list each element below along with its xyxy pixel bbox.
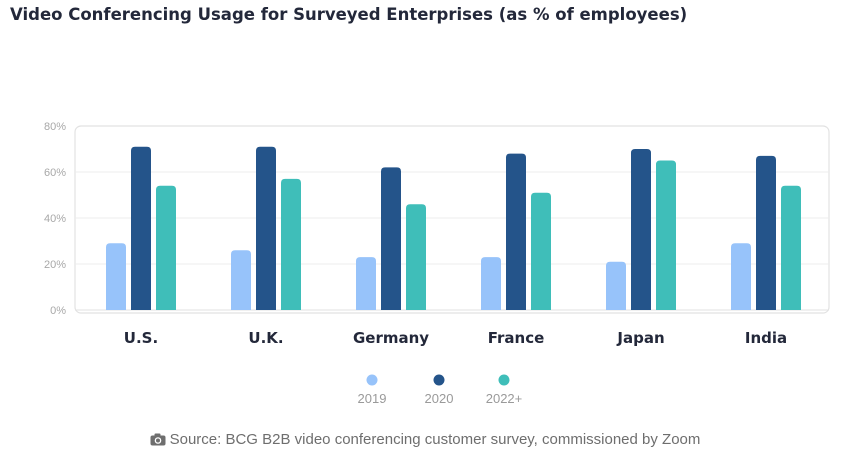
y-tick-label: 40% xyxy=(44,213,66,225)
legend-swatch xyxy=(366,374,378,386)
legend-label: 2020 xyxy=(425,391,454,406)
camera-icon xyxy=(150,433,166,446)
y-axis-ticks: 0% 20% 40% 60% 80% xyxy=(44,121,66,317)
source-text: Source: BCG B2B video conferencing custo… xyxy=(169,431,701,448)
bar-2019-Germany xyxy=(356,257,376,310)
x-tick-label: Germany xyxy=(353,329,429,347)
bar-2022+-U.K. xyxy=(281,178,301,310)
bar-2019-U.S. xyxy=(106,243,126,310)
legend-item-2020[interactable]: 2020 xyxy=(425,374,454,407)
x-tick-label: France xyxy=(488,329,545,347)
bar-2022+-France xyxy=(531,192,551,310)
bar-chart: 0% 20% 40% 60% 80% U.S. U.K. Germany France Japa… xyxy=(44,121,830,407)
bar-2020-U.K. xyxy=(256,146,276,310)
y-tick-label: 80% xyxy=(44,121,66,133)
plot-frame xyxy=(74,125,830,314)
bar-2022+-Japan xyxy=(656,160,676,310)
bar-2022+-U.S. xyxy=(156,185,176,310)
bar-2019-U.K. xyxy=(231,250,251,310)
bar-2019-India xyxy=(731,243,751,310)
y-tick-label: 20% xyxy=(44,259,66,271)
bar-2019-France xyxy=(481,257,501,310)
bar-2020-Japan xyxy=(631,149,651,310)
bar-2020-India xyxy=(756,155,776,310)
y-tick-label: 0% xyxy=(50,305,66,317)
x-tick-label: U.K. xyxy=(248,329,283,347)
gridlines xyxy=(75,171,829,311)
legend-label: 2022+ xyxy=(486,391,523,406)
x-tick-label: Japan xyxy=(616,329,664,347)
legend-item-2022+[interactable]: 2022+ xyxy=(486,374,523,407)
legend-swatch xyxy=(433,374,445,386)
bar-2020-France xyxy=(506,153,526,310)
legend-swatch xyxy=(498,374,510,386)
legend-label: 2019 xyxy=(358,391,387,406)
bar-2022+-Germany xyxy=(406,204,426,310)
y-tick-label: 60% xyxy=(44,167,66,179)
legend: 2019 2020 2022+ xyxy=(358,374,523,407)
bars xyxy=(106,146,801,310)
x-tick-label: India xyxy=(745,329,787,347)
x-axis-labels: U.S. U.K. Germany France Japan India xyxy=(124,329,787,347)
bar-2020-Germany xyxy=(381,167,401,310)
bar-2022+-India xyxy=(781,185,801,310)
chart-title: Video Conferencing Usage for Surveyed En… xyxy=(10,5,688,24)
bar-2020-U.S. xyxy=(131,146,151,310)
source-note: Source: BCG B2B video conferencing custo… xyxy=(0,431,850,448)
x-tick-label: U.S. xyxy=(124,329,158,347)
bar-2019-Japan xyxy=(606,261,626,310)
legend-item-2019[interactable]: 2019 xyxy=(358,374,387,407)
